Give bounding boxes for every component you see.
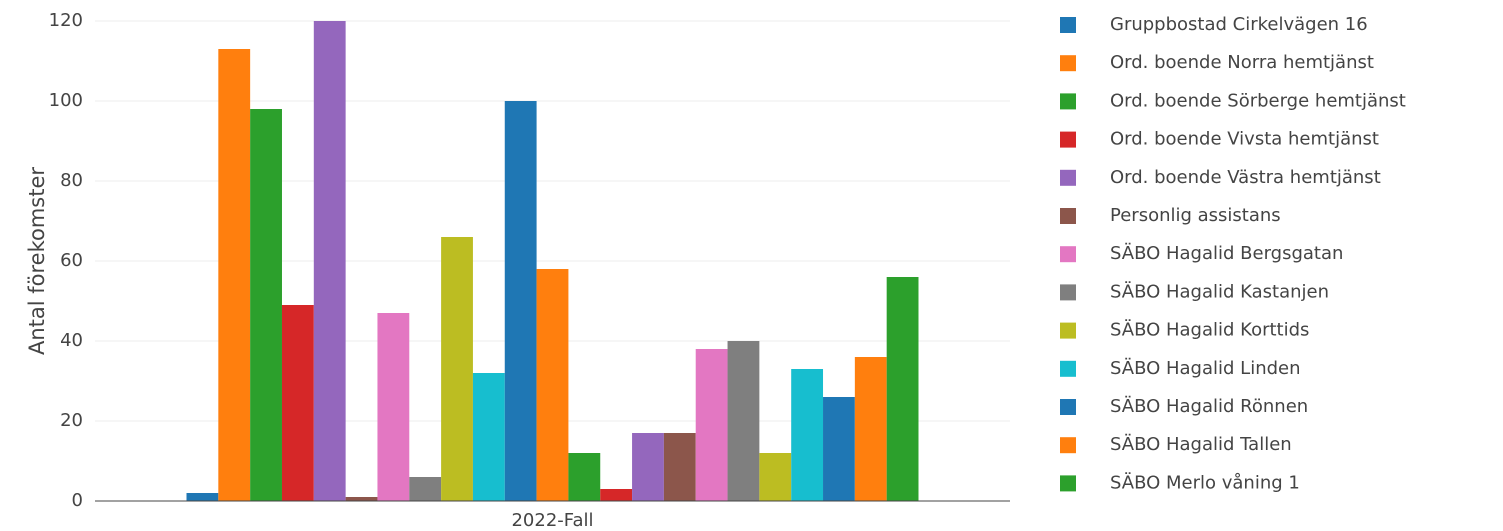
legend-swatch	[1060, 55, 1076, 72]
bar	[472, 373, 505, 501]
bar	[759, 453, 792, 501]
bar	[441, 237, 473, 501]
bar	[600, 489, 633, 501]
legend-label: SÄBO Hagalid Tallen	[1110, 434, 1292, 455]
bar	[504, 101, 537, 501]
bar	[313, 21, 346, 501]
bar	[536, 269, 569, 501]
bar	[377, 313, 410, 501]
legend-label: SÄBO Hagalid Rönnen	[1110, 396, 1308, 417]
legend-label: Ord. boende Norra hemtjänst	[1110, 52, 1374, 73]
legend-swatch	[1060, 360, 1076, 377]
y-tick-label: 120	[49, 10, 83, 31]
legend-swatch	[1060, 284, 1076, 301]
legend-label: SÄBO Hagalid Bergsgatan	[1110, 243, 1343, 264]
legend-label: Personlig assistans	[1110, 205, 1281, 226]
legend-swatch	[1060, 208, 1076, 224]
y-tick-label: 80	[60, 170, 83, 191]
y-tick-label: 60	[60, 250, 83, 271]
legend-swatch	[1060, 131, 1076, 148]
bar	[218, 49, 251, 501]
legend-swatch	[1060, 322, 1076, 339]
legend-label: Gruppbostad Cirkelvägen 16	[1110, 14, 1368, 35]
legend-label: Ord. boende Västra hemtjänst	[1110, 167, 1381, 188]
legend-swatch	[1060, 93, 1076, 110]
bar	[886, 277, 919, 501]
bar	[632, 433, 664, 501]
y-tick-label: 0	[72, 490, 83, 511]
x-tick-label: 2022-Fall	[511, 510, 593, 531]
bar	[186, 493, 219, 501]
y-tick-label: 100	[49, 90, 83, 111]
legend-swatch	[1060, 17, 1076, 33]
legend-label: Ord. boende Vivsta hemtjänst	[1110, 129, 1379, 150]
legend-swatch	[1060, 437, 1076, 454]
bar	[727, 341, 760, 501]
bar	[823, 397, 855, 501]
y-tick-label: 20	[60, 410, 83, 431]
bar	[250, 109, 282, 501]
y-axis-title: Antal förekomster	[25, 167, 49, 355]
legend-label: SÄBO Hagalid Linden	[1110, 358, 1301, 379]
legend-label: SÄBO Hagalid Kastanjen	[1110, 281, 1329, 302]
bar	[695, 349, 728, 501]
legend-label: Ord. boende Sörberge hemtjänst	[1110, 90, 1406, 111]
bar	[409, 477, 442, 501]
bar	[345, 497, 378, 501]
legend-swatch	[1060, 475, 1076, 492]
legend-label: SÄBO Hagalid Korttids	[1110, 320, 1309, 341]
bar	[854, 357, 887, 501]
bar	[281, 305, 314, 501]
y-tick-label: 40	[60, 330, 83, 351]
bar	[568, 453, 601, 501]
legend-swatch	[1060, 169, 1076, 186]
bar	[791, 369, 824, 501]
bar	[663, 433, 696, 501]
legend-label: SÄBO Merlo våning 1	[1110, 472, 1300, 493]
legend-swatch	[1060, 246, 1076, 263]
legend-swatch	[1060, 399, 1076, 415]
